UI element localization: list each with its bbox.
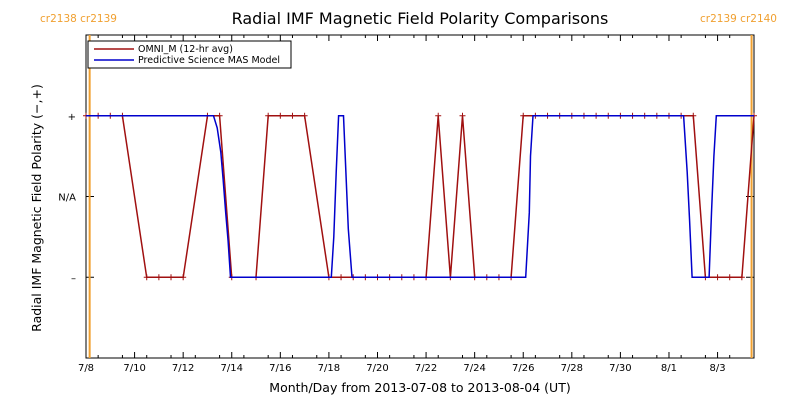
series-point bbox=[216, 112, 223, 119]
x-tick-label: 7/10 bbox=[123, 363, 145, 374]
series-point bbox=[168, 274, 175, 281]
x-tick-label: 7/30 bbox=[609, 363, 631, 374]
y-axis-label: Radial IMF Magnetic Field Polarity (−,+) bbox=[29, 84, 44, 332]
series-point bbox=[690, 112, 697, 119]
x-tick-label: 7/8 bbox=[78, 363, 94, 374]
x-tick-label: 7/26 bbox=[512, 363, 534, 374]
x-tick-label: 7/28 bbox=[561, 363, 583, 374]
series-point bbox=[459, 112, 466, 119]
axes-group: 7/8 7/10 7/12 7/14 7/16 7/18 7/20 7/22 7/24 7/26 7… bbox=[58, 34, 755, 374]
x-tick-label: 7/20 bbox=[366, 363, 388, 374]
series-point bbox=[155, 274, 162, 281]
series-group bbox=[83, 112, 757, 281]
series-point bbox=[738, 274, 745, 281]
series-point bbox=[265, 112, 272, 119]
legend-label-mas: Predictive Science MAS Model bbox=[138, 55, 280, 66]
series-point bbox=[143, 274, 150, 281]
chart-title: Radial IMF Magnetic Field Polarity Compa… bbox=[232, 9, 609, 28]
series-line-1 bbox=[86, 115, 754, 279]
series-point bbox=[435, 112, 442, 119]
legend: OMNI_M (12-hr avg) Predictive Science MA… bbox=[87, 40, 292, 69]
x-tick-label: 8/3 bbox=[710, 363, 726, 374]
carrington-label: cr2138 cr2139 bbox=[40, 13, 117, 25]
series-point bbox=[726, 274, 733, 281]
legend-label-omni: OMNI_M (12-hr avg) bbox=[138, 44, 233, 55]
series-point bbox=[714, 274, 721, 281]
series-point bbox=[338, 274, 345, 281]
y-tick-label: N/A bbox=[58, 193, 76, 204]
x-tick-label: 7/22 bbox=[415, 363, 437, 374]
y-tick-label: – bbox=[71, 273, 76, 284]
plot-frame bbox=[85, 34, 755, 359]
series-point bbox=[289, 112, 296, 119]
series-point bbox=[277, 112, 284, 119]
series-line-0 bbox=[86, 115, 755, 279]
y-tick-label: + bbox=[68, 112, 76, 123]
carrington-markers: cr2138 cr2139 cr2139 cr2140 bbox=[40, 13, 777, 358]
series-point bbox=[520, 112, 527, 119]
legend-box bbox=[87, 40, 292, 69]
x-tick-label: 7/24 bbox=[463, 363, 485, 374]
x-tick-label: 7/18 bbox=[318, 363, 340, 374]
x-axis-label: Month/Day from 2013-07-08 to 2013-08-04 … bbox=[269, 380, 570, 395]
x-tick-label: 7/16 bbox=[269, 363, 291, 374]
x-tick-label: 8/1 bbox=[661, 363, 677, 374]
carrington-label: cr2139 cr2140 bbox=[700, 13, 777, 25]
x-tick-label: 7/14 bbox=[221, 363, 243, 374]
series-point bbox=[180, 274, 187, 281]
x-tick-label: 7/12 bbox=[172, 363, 194, 374]
series-point bbox=[301, 112, 308, 119]
